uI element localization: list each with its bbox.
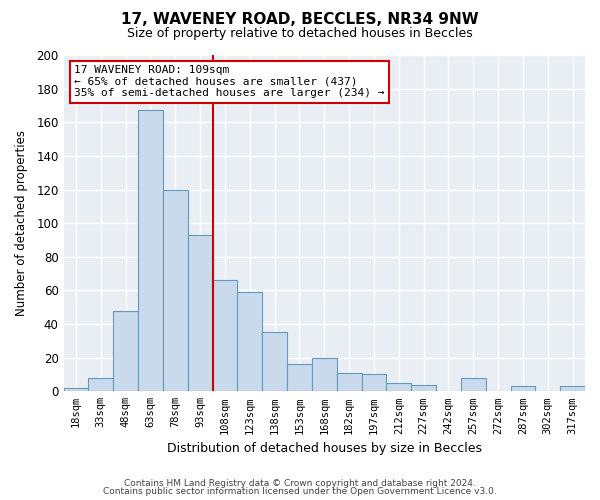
Text: Contains public sector information licensed under the Open Government Licence v3: Contains public sector information licen… (103, 487, 497, 496)
Bar (113, 310, 138, 392)
Bar (362, 374, 386, 392)
Bar (64, 388, 88, 392)
Bar (461, 378, 485, 392)
Bar (88, 378, 113, 392)
Bar (287, 364, 312, 392)
Bar (411, 384, 436, 392)
Bar (337, 373, 362, 392)
Bar (560, 386, 585, 392)
Text: Contains HM Land Registry data © Crown copyright and database right 2024.: Contains HM Land Registry data © Crown c… (124, 478, 476, 488)
Text: 17, WAVENEY ROAD, BECCLES, NR34 9NW: 17, WAVENEY ROAD, BECCLES, NR34 9NW (121, 12, 479, 28)
Y-axis label: Number of detached properties: Number of detached properties (15, 130, 28, 316)
X-axis label: Distribution of detached houses by size in Beccles: Distribution of detached houses by size … (167, 442, 482, 455)
Bar (163, 190, 188, 392)
Bar (312, 358, 337, 392)
Bar (262, 332, 287, 392)
Text: Size of property relative to detached houses in Beccles: Size of property relative to detached ho… (127, 28, 473, 40)
Bar (138, 110, 163, 392)
Bar (386, 383, 411, 392)
Bar (511, 386, 535, 392)
Text: 17 WAVENEY ROAD: 109sqm
← 65% of detached houses are smaller (437)
35% of semi-d: 17 WAVENEY ROAD: 109sqm ← 65% of detache… (74, 65, 385, 98)
Bar (238, 292, 262, 392)
Bar (188, 235, 212, 392)
Bar (212, 280, 238, 392)
